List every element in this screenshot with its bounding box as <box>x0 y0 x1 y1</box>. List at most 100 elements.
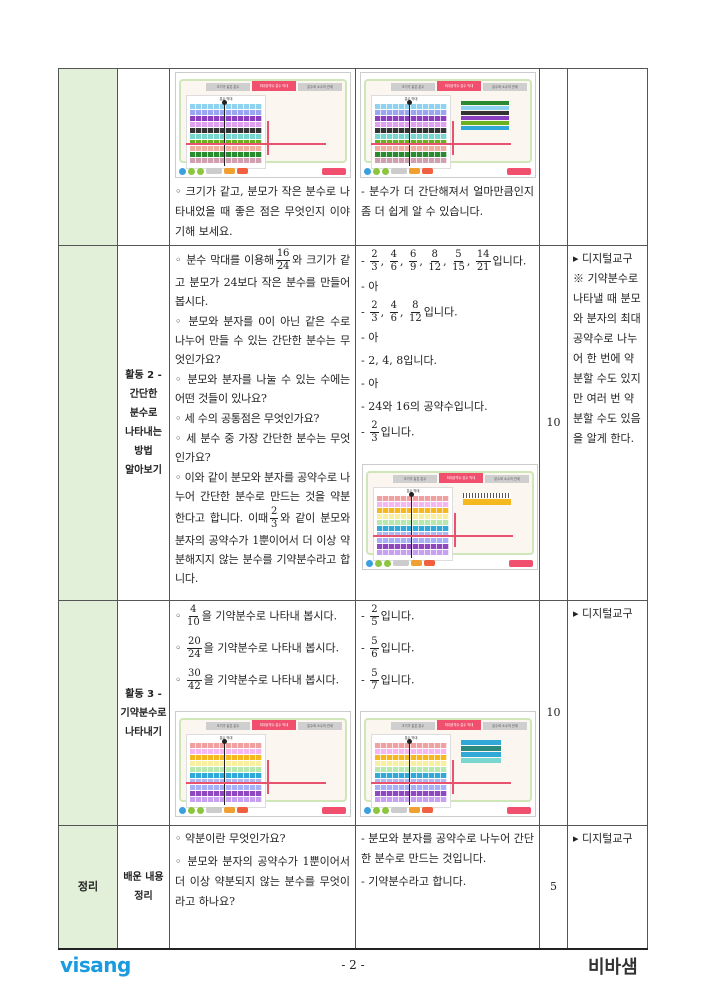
orange-button[interactable] <box>409 807 420 813</box>
fraction-bar[interactable] <box>375 152 447 157</box>
fraction-bar[interactable] <box>190 134 262 139</box>
fraction-bar[interactable] <box>375 158 447 163</box>
tab[interactable]: 분수와 소수의 관계 <box>485 475 529 483</box>
tab[interactable]: 분수와 소수의 관계 <box>298 722 342 730</box>
divider-line[interactable] <box>224 102 225 166</box>
drag-handle[interactable] <box>407 100 412 105</box>
fraction-bar[interactable] <box>375 797 447 802</box>
fraction-bar[interactable] <box>190 116 262 121</box>
tab[interactable]: 분수와 소수의 관계 <box>483 83 527 91</box>
orange-button[interactable] <box>224 168 235 174</box>
zoom-icon[interactable] <box>188 807 195 814</box>
fraction-bar[interactable] <box>375 128 447 133</box>
fraction-bar[interactable] <box>190 755 262 760</box>
gray-button[interactable] <box>206 807 222 813</box>
fraction-bar[interactable] <box>190 122 262 127</box>
tab[interactable]: 크기가 같은 분수 <box>391 83 435 91</box>
scrollbar[interactable] <box>452 760 454 794</box>
fraction-bar[interactable] <box>190 791 262 796</box>
fraction-bar[interactable] <box>377 502 449 507</box>
fraction-bar[interactable] <box>375 110 447 115</box>
tab-active[interactable]: 최대공약수·분수 막대 <box>252 81 296 91</box>
fraction-bar[interactable] <box>190 749 262 754</box>
reset-button[interactable] <box>322 168 346 175</box>
home-icon[interactable] <box>179 168 186 175</box>
fraction-bar[interactable] <box>190 146 262 151</box>
fraction-bar[interactable] <box>190 767 262 772</box>
tab[interactable]: 크기가 같은 분수 <box>393 475 437 483</box>
tab-active[interactable]: 최대공약수·분수 막대 <box>437 720 481 730</box>
fraction-bar[interactable] <box>190 152 262 157</box>
fraction-bar[interactable] <box>190 785 262 790</box>
tab-active[interactable]: 최대공약수·분수 막대 <box>437 81 481 91</box>
divider-line[interactable] <box>411 494 412 558</box>
fraction-bar[interactable] <box>377 544 449 549</box>
reset-button[interactable] <box>507 168 531 175</box>
orange-button[interactable] <box>411 560 422 566</box>
home-icon[interactable] <box>179 807 186 814</box>
fraction-bar[interactable] <box>190 128 262 133</box>
scrollbar[interactable] <box>267 121 269 155</box>
red-button[interactable] <box>422 807 433 813</box>
zoom-icon[interactable] <box>375 560 382 567</box>
zoom-icon[interactable] <box>188 168 195 175</box>
tab[interactable]: 분수와 소수의 관계 <box>483 722 527 730</box>
fraction-bar[interactable] <box>377 508 449 513</box>
divider-line[interactable] <box>409 741 410 805</box>
red-button[interactable] <box>237 168 248 174</box>
fraction-bar[interactable] <box>190 761 262 766</box>
zoom-out-icon[interactable] <box>197 168 204 175</box>
fraction-bar[interactable] <box>377 520 449 525</box>
red-button[interactable] <box>237 807 248 813</box>
fraction-bar[interactable] <box>190 779 262 784</box>
fraction-bar[interactable] <box>375 134 447 139</box>
fraction-bar[interactable] <box>375 743 447 748</box>
zoom-out-icon[interactable] <box>384 560 391 567</box>
zoom-out-icon[interactable] <box>382 168 389 175</box>
fraction-bar[interactable] <box>377 538 449 543</box>
fraction-bar[interactable] <box>377 496 449 501</box>
drag-handle[interactable] <box>222 100 227 105</box>
fraction-bar[interactable] <box>375 761 447 766</box>
fraction-bar[interactable] <box>375 773 447 778</box>
fraction-bar[interactable] <box>375 140 447 145</box>
tab[interactable]: 크기가 같은 분수 <box>391 722 435 730</box>
reset-button[interactable] <box>509 560 533 567</box>
scrollbar[interactable] <box>452 121 454 155</box>
fraction-bar[interactable] <box>375 755 447 760</box>
drag-handle[interactable] <box>222 739 227 744</box>
reset-button[interactable] <box>507 807 531 814</box>
fraction-bar[interactable] <box>375 104 447 109</box>
home-icon[interactable] <box>364 168 371 175</box>
fraction-bar[interactable] <box>377 526 449 531</box>
divider-line[interactable] <box>409 102 410 166</box>
fraction-bar[interactable] <box>190 104 262 109</box>
fraction-bar[interactable] <box>190 110 262 115</box>
drag-handle[interactable] <box>407 739 412 744</box>
fraction-bar[interactable] <box>190 140 262 145</box>
orange-button[interactable] <box>409 168 420 174</box>
gray-button[interactable] <box>393 560 409 566</box>
fraction-bar[interactable] <box>190 743 262 748</box>
zoom-icon[interactable] <box>373 807 380 814</box>
fraction-bar[interactable] <box>375 116 447 121</box>
zoom-out-icon[interactable] <box>382 807 389 814</box>
scrollbar[interactable] <box>454 513 456 547</box>
red-button[interactable] <box>422 168 433 174</box>
fraction-bar[interactable] <box>377 550 449 555</box>
tab-active[interactable]: 최대공약수·분수 막대 <box>439 473 483 483</box>
fraction-bar[interactable] <box>375 122 447 127</box>
fraction-bar[interactable] <box>190 773 262 778</box>
tab[interactable]: 크기가 같은 분수 <box>206 722 250 730</box>
workspace-pieces[interactable] <box>461 740 501 764</box>
tab-active[interactable]: 최대공약수·분수 막대 <box>252 720 296 730</box>
home-icon[interactable] <box>366 560 373 567</box>
zoom-icon[interactable] <box>373 168 380 175</box>
home-icon[interactable] <box>364 807 371 814</box>
red-button[interactable] <box>424 560 435 566</box>
gray-button[interactable] <box>391 168 407 174</box>
scrollbar[interactable] <box>267 760 269 794</box>
fraction-bar[interactable] <box>375 146 447 151</box>
fraction-bar[interactable] <box>375 791 447 796</box>
tab[interactable]: 분수와 소수의 관계 <box>298 83 342 91</box>
